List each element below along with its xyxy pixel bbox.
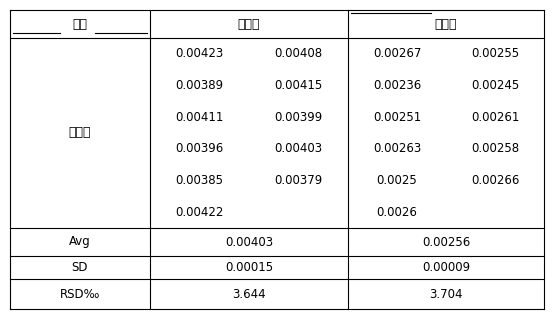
- Text: SD: SD: [72, 261, 88, 274]
- Text: 超低硫: 超低硫: [435, 18, 457, 31]
- Text: 0.00423: 0.00423: [176, 47, 224, 60]
- Text: 0.00403: 0.00403: [225, 235, 273, 249]
- Text: 0.00415: 0.00415: [274, 79, 322, 92]
- Text: 0.00255: 0.00255: [471, 47, 519, 60]
- Text: 0.00389: 0.00389: [176, 79, 224, 92]
- Text: 0.00379: 0.00379: [274, 174, 322, 187]
- Text: 0.0026: 0.0026: [377, 206, 417, 219]
- Text: 0.00256: 0.00256: [422, 235, 470, 249]
- Text: 0.00385: 0.00385: [176, 174, 223, 187]
- Text: 3.644: 3.644: [232, 287, 266, 300]
- Text: 0.00245: 0.00245: [471, 79, 519, 92]
- Text: 超低碳: 超低碳: [238, 18, 260, 31]
- Text: 0.00267: 0.00267: [373, 47, 421, 60]
- Text: 0.00261: 0.00261: [471, 111, 519, 124]
- Text: 0.00258: 0.00258: [471, 142, 519, 155]
- Text: 0.00266: 0.00266: [471, 174, 519, 187]
- Text: 0.00236: 0.00236: [373, 79, 421, 92]
- Text: 元素: 元素: [73, 18, 88, 31]
- Text: 0.00015: 0.00015: [225, 261, 273, 274]
- Text: 0.0025: 0.0025: [377, 174, 417, 187]
- Text: 0.00396: 0.00396: [176, 142, 224, 155]
- Text: RSD‰: RSD‰: [60, 287, 100, 300]
- Text: 0.00411: 0.00411: [175, 111, 224, 124]
- Text: 含量値: 含量値: [69, 127, 91, 139]
- Text: 0.00403: 0.00403: [274, 142, 322, 155]
- Text: 0.00251: 0.00251: [373, 111, 421, 124]
- Text: 0.00263: 0.00263: [373, 142, 421, 155]
- Text: 0.00422: 0.00422: [175, 206, 224, 219]
- Text: 3.704: 3.704: [429, 287, 463, 300]
- Text: 0.00408: 0.00408: [274, 47, 322, 60]
- Text: Avg: Avg: [69, 235, 91, 249]
- Text: 0.00009: 0.00009: [422, 261, 470, 274]
- Text: 0.00399: 0.00399: [274, 111, 322, 124]
